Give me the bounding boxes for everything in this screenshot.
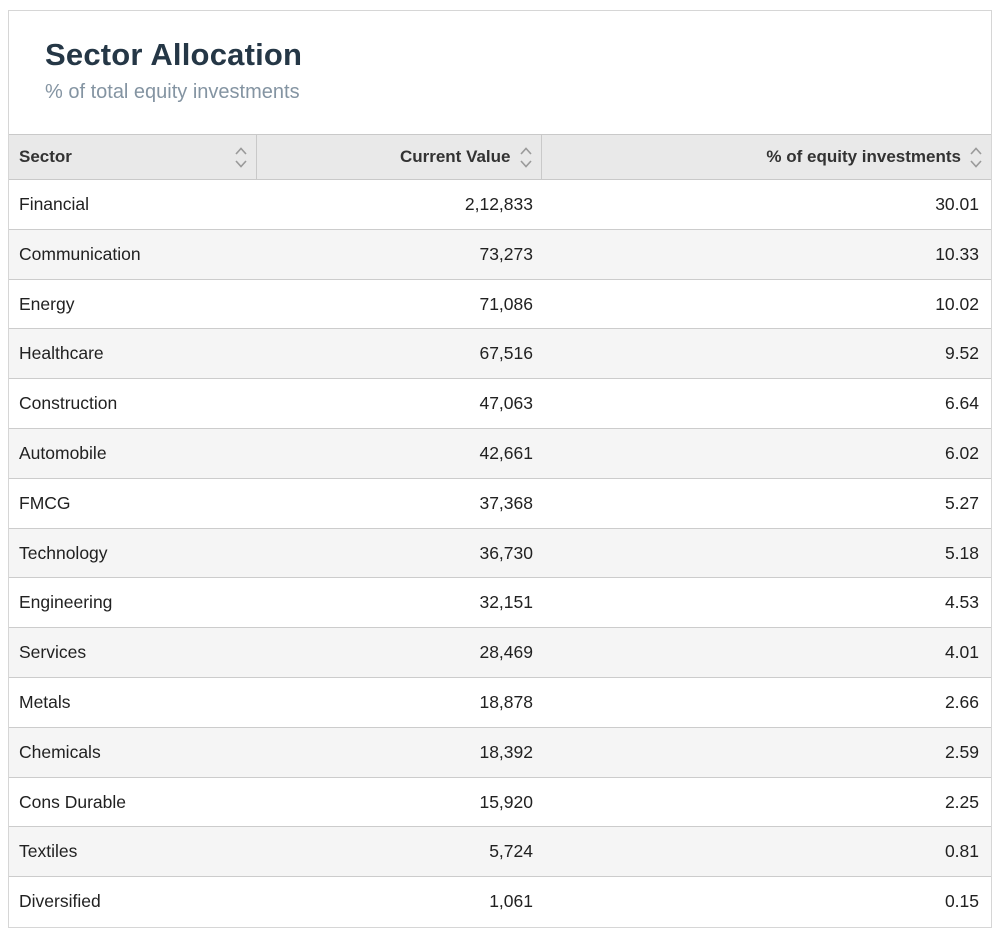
pct-of-equity-cell: 5.27 [541,477,991,529]
sector-cell: Metals [9,677,256,728]
table-row: Healthcare 67,516 9.52 [9,328,991,379]
pct-of-equity-cell: 10.02 [541,278,991,329]
current-value-cell: 32,151 [256,577,541,628]
table-header-row: Sector Current Value % of equity investm… [9,134,991,181]
current-value-cell: 36,730 [256,527,541,578]
column-header-current-value[interactable]: Current Value [255,134,541,181]
sector-cell: Healthcare [9,328,256,379]
table-row: Communication 73,273 10.33 [9,228,991,280]
current-value-cell: 28,469 [256,627,541,678]
table-row: Financial 2,12,833 30.01 [9,179,991,230]
pct-of-equity-cell: 2.59 [541,726,991,778]
table-row: Technology 36,730 5.18 [9,527,991,578]
table-row: Services 28,469 4.01 [9,627,991,678]
sector-cell: Chemicals [9,726,256,778]
sector-allocation-table: Sector Current Value % of equity investm… [9,134,991,927]
table-row: Automobile 42,661 6.02 [9,428,991,479]
pct-of-equity-cell: 2.25 [541,776,991,827]
sector-cell: Automobile [9,428,256,479]
pct-of-equity-cell: 6.02 [541,428,991,479]
table-header: Sector Current Value % of equity investm… [9,134,991,181]
current-value-cell: 73,273 [256,228,541,280]
current-value-cell: 18,878 [256,677,541,728]
table-row: Energy 71,086 10.02 [9,278,991,329]
sector-cell: Textiles [9,826,256,877]
table-row: Cons Durable 15,920 2.25 [9,776,991,827]
pct-of-equity-cell: 5.18 [541,527,991,578]
sort-chevron-up-down-icon [969,146,983,169]
pct-of-equity-cell: 30.01 [541,179,991,230]
sector-cell: Financial [9,179,256,230]
column-header-label: % of equity investments [766,147,961,167]
current-value-cell: 47,063 [256,378,541,429]
table-row: Textiles 5,724 0.81 [9,826,991,877]
sector-cell: Technology [9,527,256,578]
current-value-cell: 71,086 [256,278,541,329]
current-value-cell: 2,12,833 [256,179,541,230]
sector-cell: Services [9,627,256,678]
sector-cell: Communication [9,228,256,280]
column-header-sector[interactable]: Sector [9,134,256,181]
pct-of-equity-cell: 2.66 [541,677,991,728]
pct-of-equity-cell: 10.33 [541,228,991,280]
current-value-cell: 67,516 [256,328,541,379]
pct-of-equity-cell: 9.52 [541,328,991,379]
column-header-pct-of-equity[interactable]: % of equity investments [540,134,991,181]
page-title: Sector Allocation [45,37,303,72]
table-row: Construction 47,063 6.64 [9,378,991,429]
sort-chevron-up-down-icon [234,146,248,169]
table-body: Financial 2,12,833 30.01 Communication 7… [9,179,991,927]
table-row: Diversified 1,061 0.15 [9,876,991,927]
sector-cell: Construction [9,378,256,429]
current-value-cell: 18,392 [256,726,541,778]
sector-cell: Energy [9,278,256,329]
pct-of-equity-cell: 6.64 [541,378,991,429]
sector-cell: Engineering [9,577,256,628]
pct-of-equity-cell: 4.53 [541,577,991,628]
sector-allocation-card: Sector Allocation % of total equity inve… [8,10,992,928]
pct-of-equity-cell: 4.01 [541,627,991,678]
current-value-cell: 42,661 [256,428,541,479]
page-subtitle: % of total equity investments [45,81,300,104]
current-value-cell: 37,368 [256,477,541,529]
sector-cell: Cons Durable [9,776,256,827]
column-header-label: Sector [19,147,72,167]
pct-of-equity-cell: 0.15 [541,876,991,927]
table-row: Engineering 32,151 4.53 [9,577,991,628]
card-header: Sector Allocation % of total equity inve… [9,11,991,134]
pct-of-equity-cell: 0.81 [541,826,991,877]
current-value-cell: 15,920 [256,776,541,827]
table-row: Metals 18,878 2.66 [9,677,991,728]
table-row: FMCG 37,368 5.27 [9,477,991,529]
sort-chevron-up-down-icon [519,146,533,169]
current-value-cell: 1,061 [256,876,541,927]
column-header-label: Current Value [399,147,511,167]
sector-cell: FMCG [9,477,256,529]
table-row: Chemicals 18,392 2.59 [9,726,991,778]
sector-cell: Diversified [9,876,256,927]
current-value-cell: 5,724 [256,826,541,877]
